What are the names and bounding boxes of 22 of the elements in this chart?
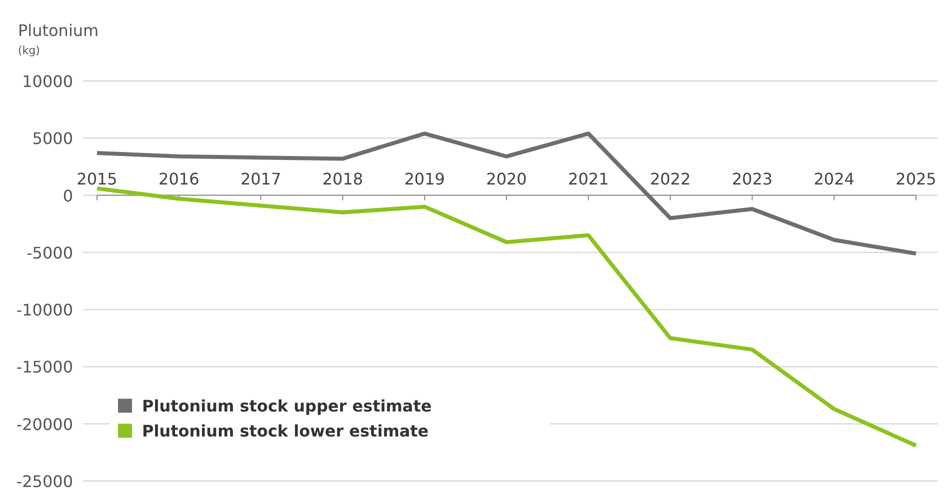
y-tick-label: -20000 [16,414,73,434]
line-series [95,186,918,448]
x-tick-label: 2016 [158,169,200,188]
y-tick-label: 0 [62,186,73,206]
x-tick-label: 2023 [732,169,773,188]
x-tick-label: 2020 [486,169,527,188]
x-tick-label: 2018 [322,169,364,188]
x-tick-label: 2019 [404,169,445,188]
y-tick-label: -5000 [26,243,73,262]
x-tick-label: 2017 [240,169,282,188]
x-tick-label: 2021 [568,169,609,188]
x-tick-label: 2022 [650,169,691,188]
x-tick-label: 2024 [814,169,854,188]
y-tick-label: -25000 [16,472,73,491]
y-tick-label: -10000 [16,300,73,320]
legend-label: Plutonium stock upper estimate [142,396,432,416]
y-tick-label: 10000 [22,72,73,91]
x-tick-label: 2015 [76,169,118,188]
x-tick-label: 2025 [896,169,936,188]
y-tick-label: 5000 [32,129,73,148]
y-tick-label: -15000 [16,358,73,377]
legend-label: Plutonium stock lower estimate [142,422,429,441]
